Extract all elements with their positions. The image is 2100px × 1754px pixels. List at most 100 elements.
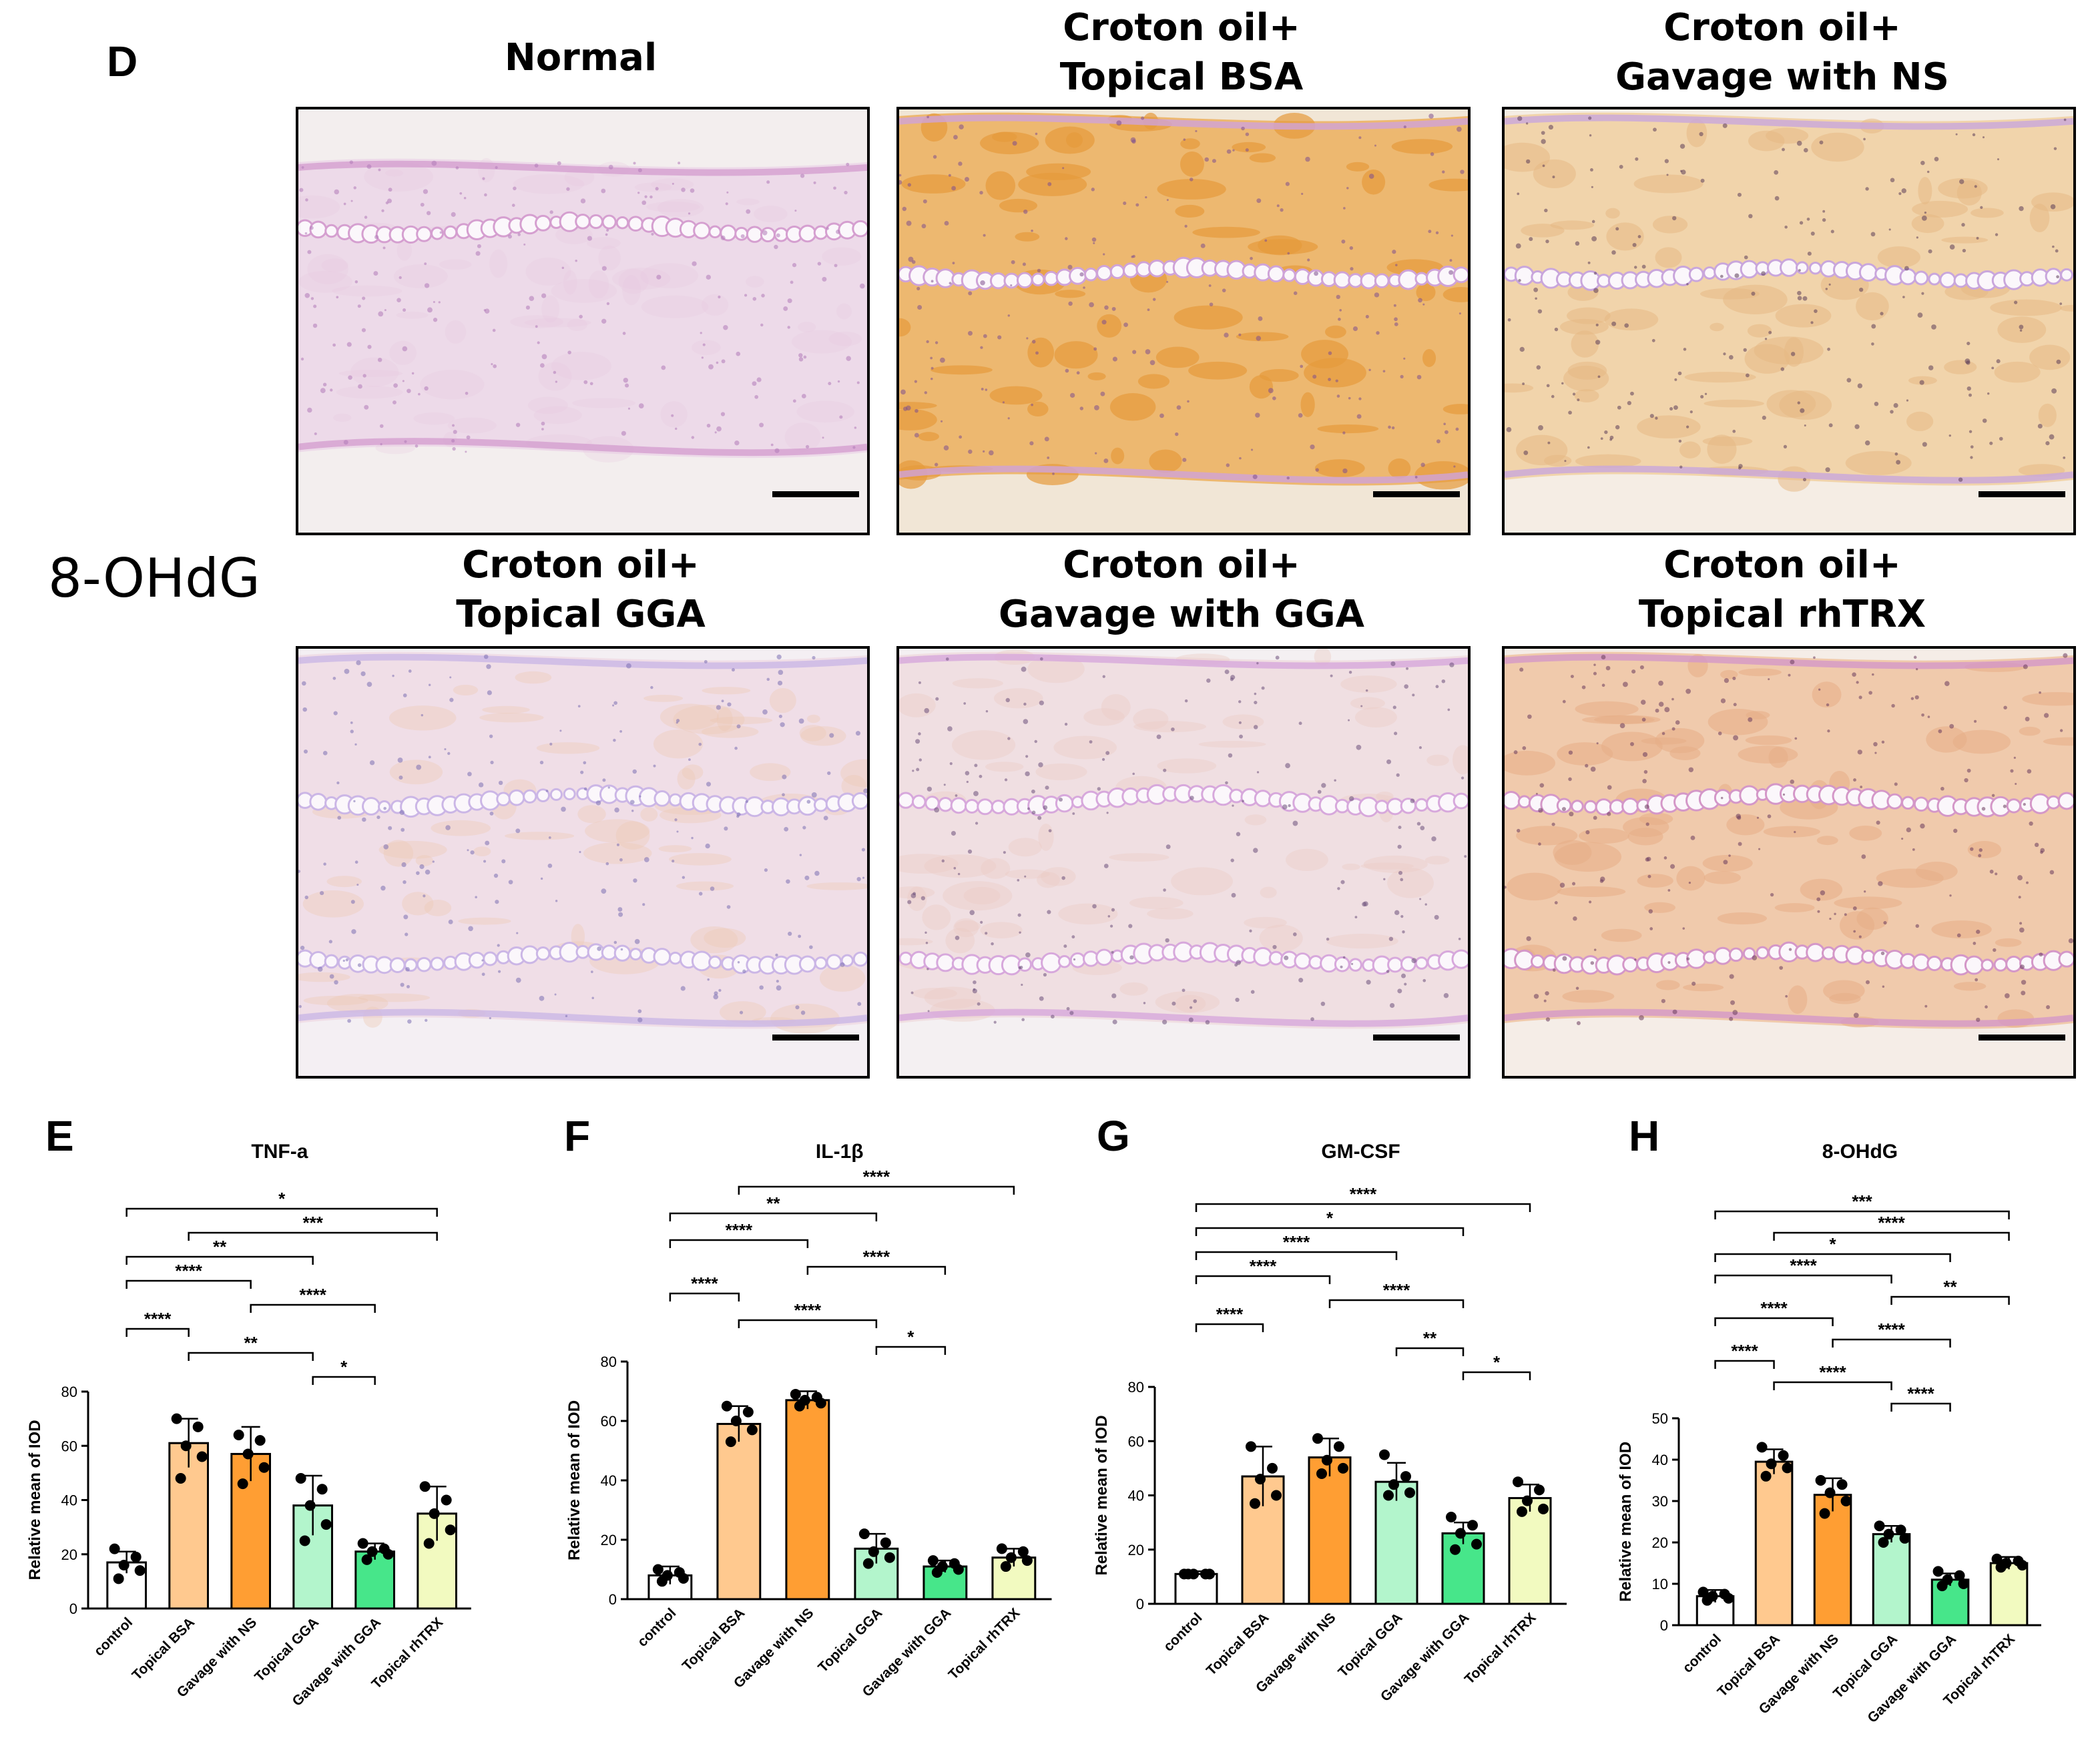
data-point — [357, 1538, 368, 1549]
micrograph-gavage-gga — [896, 646, 1471, 1079]
significance-label: **** — [1790, 1255, 1817, 1275]
x-tick-label: Topical GGA — [815, 1605, 885, 1675]
micrograph-topical-gga — [296, 646, 870, 1079]
data-point — [730, 1416, 742, 1426]
x-tick-label: Topical BSA — [680, 1605, 748, 1674]
y-tick-label: 0 — [1660, 1617, 1668, 1634]
data-point — [423, 1538, 435, 1549]
scale-bar — [1979, 491, 2065, 497]
data-point — [1379, 1449, 1390, 1460]
y-tick-label: 40 — [1652, 1452, 1668, 1468]
data-point — [1991, 1553, 2003, 1564]
panel-h-letter: H — [1629, 1112, 1660, 1160]
data-point — [1766, 1458, 1777, 1470]
micrograph-svg — [298, 649, 867, 1076]
significance-label: **** — [1878, 1213, 1905, 1233]
data-point — [1883, 1528, 1894, 1540]
data-point — [1995, 1562, 2007, 1573]
significance-label: **** — [1216, 1304, 1244, 1324]
significance-bracket — [1195, 1227, 1465, 1236]
data-point — [884, 1552, 895, 1563]
micrograph-svg — [899, 109, 1468, 533]
data-point — [1246, 1441, 1256, 1452]
data-point — [652, 1564, 664, 1575]
data-point — [1338, 1462, 1348, 1474]
y-tick-label: 40 — [1128, 1488, 1144, 1504]
bar — [354, 1550, 395, 1610]
x-tick-label: control — [91, 1615, 136, 1659]
micrograph-title-bsa: Croton oil+ Topical BSA — [894, 3, 1469, 102]
significance-label: * — [907, 1327, 914, 1347]
significance-bracket — [1714, 1253, 1951, 1262]
title-line: Croton oil+ — [1663, 543, 1901, 587]
data-point — [2017, 1560, 2028, 1571]
chart-title: IL-1β — [816, 1141, 864, 1163]
scale-bar — [1373, 1035, 1460, 1041]
micrograph-svg — [899, 649, 1468, 1076]
data-point — [299, 1535, 310, 1546]
data-point — [171, 1413, 182, 1424]
data-point — [656, 1576, 668, 1587]
significance-label: ** — [1423, 1328, 1437, 1348]
data-point — [790, 1388, 801, 1400]
data-point — [1388, 1479, 1399, 1490]
panel-e-letter: E — [45, 1112, 74, 1160]
x-tick-label: Topical BSA — [1204, 1610, 1272, 1679]
data-point — [1446, 1512, 1457, 1522]
significance-label: * — [340, 1357, 348, 1377]
data-point — [862, 1558, 874, 1569]
micrograph-svg — [1505, 109, 2073, 533]
data-point — [1334, 1441, 1344, 1452]
data-point — [1932, 1566, 1944, 1577]
data-point — [931, 1566, 943, 1578]
data-point — [742, 1406, 754, 1418]
micrograph-topical-bsa — [896, 107, 1471, 535]
significance-bracket — [1890, 1402, 1951, 1412]
data-point — [1958, 1578, 1969, 1589]
data-point — [233, 1430, 244, 1440]
data-point — [1936, 1580, 1948, 1592]
significance-label: **** — [1350, 1184, 1377, 1204]
significance-bracket — [125, 1255, 314, 1265]
data-point — [1250, 1498, 1260, 1509]
data-point — [927, 1555, 939, 1566]
data-point — [1467, 1520, 1478, 1531]
y-tick-label: 10 — [1652, 1576, 1668, 1592]
data-point — [725, 1436, 736, 1448]
significance-bracket — [1195, 1275, 1331, 1284]
significance-bracket — [125, 1279, 252, 1289]
data-point — [361, 1554, 372, 1565]
chart-svg: GM-CSF Relative mean of IOD 0 20 40 60 80 contr… — [1093, 1141, 1567, 1705]
significance-bracket — [250, 1303, 376, 1313]
data-point — [1000, 1561, 1011, 1572]
significance-label: ** — [213, 1237, 227, 1257]
y-tick-label: 0 — [1136, 1596, 1144, 1613]
micrograph-title-rhtrx: Croton oil+ Topical rhTRX — [1495, 541, 2069, 639]
x-tick-label: Topical rhTRX — [946, 1605, 1023, 1683]
significance-bracket — [1714, 1360, 1775, 1369]
data-point — [113, 1573, 124, 1584]
bar — [1308, 1456, 1352, 1605]
chart-title: 8-OHdG — [1822, 1141, 1898, 1163]
x-tick-label: Topical GGA — [252, 1615, 322, 1685]
bar — [1872, 1533, 1911, 1627]
significance-label: * — [1326, 1208, 1334, 1228]
y-tick-label: 60 — [61, 1438, 77, 1454]
data-point — [1899, 1532, 1910, 1544]
significance-label: ** — [244, 1333, 258, 1353]
data-point — [1522, 1495, 1533, 1506]
micrograph-topical-rhtrx — [1502, 646, 2076, 1079]
y-tick-label: 60 — [1128, 1433, 1144, 1450]
title-line: Normal — [504, 36, 658, 79]
significance-label: **** — [863, 1167, 890, 1187]
significance-label: **** — [1907, 1384, 1934, 1404]
bar — [1989, 1562, 2029, 1627]
chart-il-1b: IL-1β Relative mean of IOD 0 20 40 60 80 contro… — [521, 1135, 1055, 1754]
significance-bracket — [1462, 1371, 1531, 1380]
significance-bracket — [1714, 1210, 2010, 1219]
chart-svg: 8-OHdG Relative mean of IOD 0 10 20 30 40 50 con… — [1617, 1141, 2041, 1726]
micrograph-title-topical-gga: Croton oil+ Topical GGA — [294, 541, 868, 639]
data-point — [1271, 1490, 1282, 1501]
y-tick-label: 80 — [61, 1384, 77, 1400]
significance-label: **** — [1819, 1362, 1846, 1382]
